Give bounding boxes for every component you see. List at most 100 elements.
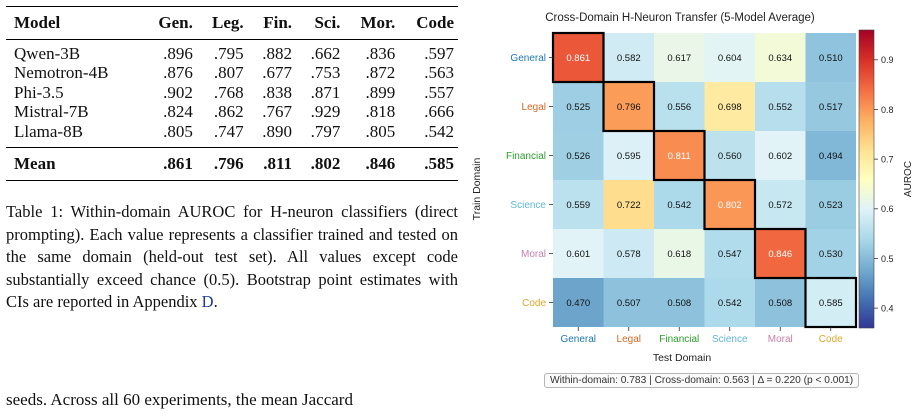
table-cell: .768	[213, 82, 244, 102]
cell-value-label: 0.861	[566, 53, 590, 64]
table-cell: .862	[213, 102, 244, 121]
y-axis-label: Train Domain	[471, 158, 483, 221]
heatmap-cell	[553, 131, 604, 180]
x-tick-label: Science	[712, 334, 748, 345]
caption-text: Table 1: Within-domain AUROC for H-neuro…	[6, 202, 458, 311]
heatmap-cell	[553, 180, 604, 229]
table-cell: .871	[310, 82, 341, 102]
column-header: Leg.	[212, 13, 244, 32]
table-cell: .805	[163, 121, 193, 141]
table-cell: .795	[213, 43, 244, 63]
cell-value-label: 0.542	[667, 200, 691, 211]
mean-cell: .811	[263, 154, 293, 173]
table-cell: .902	[163, 82, 193, 102]
heatmap-cell	[654, 131, 705, 180]
colorbar-label: AUROC	[903, 161, 914, 197]
table-cell: .677	[262, 63, 293, 82]
mean-row: Mean .861 .796 .811 .802 .846 .585	[6, 147, 458, 180]
heatmap-cell	[553, 229, 604, 278]
heatmap-cell	[755, 278, 806, 327]
heatmap-cell	[654, 278, 705, 327]
table-cell: .666	[424, 102, 454, 121]
cell-value-label: 0.796	[617, 102, 641, 113]
appendix-link[interactable]: D	[201, 292, 214, 311]
mean-cell: .802	[310, 154, 341, 173]
heatmap-cell	[805, 229, 856, 278]
heatmap-cell	[805, 180, 856, 229]
heatmap-cell	[654, 33, 705, 82]
x-tick-label: Financial	[659, 334, 699, 345]
mean-cell: .585	[424, 154, 454, 173]
heatmap-cell	[704, 131, 755, 180]
appendix-word: Appendix	[132, 292, 198, 311]
colorbar-tick-label: 0.9	[881, 55, 894, 65]
cell-value-label: 0.846	[768, 249, 792, 260]
table-cell: .542	[424, 121, 454, 141]
table-cell: .805	[365, 121, 396, 141]
column-header: Gen.	[158, 13, 193, 32]
table-cell: .767	[262, 102, 293, 121]
model-name-cell: Llama-8B	[14, 121, 83, 141]
cell-value-label: 0.601	[566, 249, 590, 260]
table-cell: .557	[424, 82, 454, 102]
table-cell: .838	[262, 82, 293, 102]
table-row: Qwen-3B .896 .795 .882 .662 .836 .597	[6, 39, 458, 63]
x-axis-label: Test Domain	[653, 352, 712, 364]
cell-value-label: 0.578	[617, 249, 641, 260]
cell-value-label: 0.802	[718, 200, 742, 211]
heatmap-cell	[603, 131, 654, 180]
cell-value-label: 0.530	[819, 249, 843, 260]
y-tick-label: Code	[522, 298, 546, 309]
caption-end: .	[213, 292, 218, 311]
mean-cell: .861	[163, 154, 193, 173]
heatmap-cell	[603, 180, 654, 229]
heatmap-cell	[805, 33, 856, 82]
cell-value-label: 0.556	[667, 102, 691, 113]
table-header-row: Model Gen. Leg. Fin. Sci. Mor. Code	[6, 6, 458, 40]
heatmap-cell	[704, 229, 755, 278]
colorbar-tick-label: 0.5	[881, 254, 894, 264]
colorbar-ticks: 0.9 0.8 0.7 0.6 0.5 0.4	[874, 55, 894, 313]
colorbar-tick-label: 0.7	[881, 154, 894, 164]
colorbar-tick-label: 0.6	[881, 204, 894, 214]
cell-value-label: 0.618	[667, 249, 691, 260]
heatmap-cells: 0.861 0.582 0.617 0.604 0.634 0.510 0.525 0.796…	[553, 33, 856, 327]
cell-value-label: 0.698	[718, 102, 742, 113]
mean-label-cell: Mean	[14, 154, 56, 173]
heatmap-cell	[553, 82, 604, 131]
table-cell: .824	[163, 102, 193, 121]
diagonal-highlight	[753, 227, 807, 280]
x-tick-label: Code	[819, 334, 843, 345]
heatmap-cell	[654, 229, 705, 278]
cell-value-label: 0.523	[819, 200, 843, 211]
heatmap-cell	[805, 82, 856, 131]
cell-value-label: 0.604	[718, 53, 742, 64]
mean-cell: .796	[213, 154, 244, 173]
heatmap-cell	[603, 278, 654, 327]
cell-value-label: 0.585	[819, 298, 843, 309]
table-cell: .563	[424, 63, 454, 82]
y-tick-label: Legal	[522, 102, 546, 113]
cell-value-label: 0.560	[718, 151, 742, 162]
cell-value-label: 0.547	[718, 249, 742, 260]
heatmap-cell	[654, 180, 705, 229]
cell-value-label: 0.510	[819, 53, 843, 64]
cell-value-label: 0.508	[768, 298, 792, 309]
cell-value-label: 0.494	[819, 151, 843, 162]
model-name-cell: Qwen-3B	[14, 43, 81, 63]
table-cell: .890	[262, 121, 293, 141]
column-header: Model	[14, 13, 61, 32]
diagonal-highlight	[602, 80, 656, 133]
heatmap-cell	[553, 33, 604, 82]
table-cell: .899	[365, 82, 396, 102]
cell-value-label: 0.572	[768, 200, 792, 211]
table-row: Phi-3.5 .902 .768 .838 .871 .899 .557	[6, 83, 458, 103]
cell-value-label: 0.552	[768, 102, 792, 113]
heatmap-cell	[755, 229, 806, 278]
chart-title: Cross-Domain H-Neuron Transfer (5-Model …	[545, 12, 815, 24]
cell-value-label: 0.582	[617, 53, 641, 64]
heatmap-cell	[654, 82, 705, 131]
heatmap-cell	[755, 180, 806, 229]
heatmap-chart: Cross-Domain H-Neuron Transfer (5-Model …	[471, 12, 914, 364]
table-row: Llama-8B .805 .747 .890 .797 .805 .542	[6, 122, 458, 148]
